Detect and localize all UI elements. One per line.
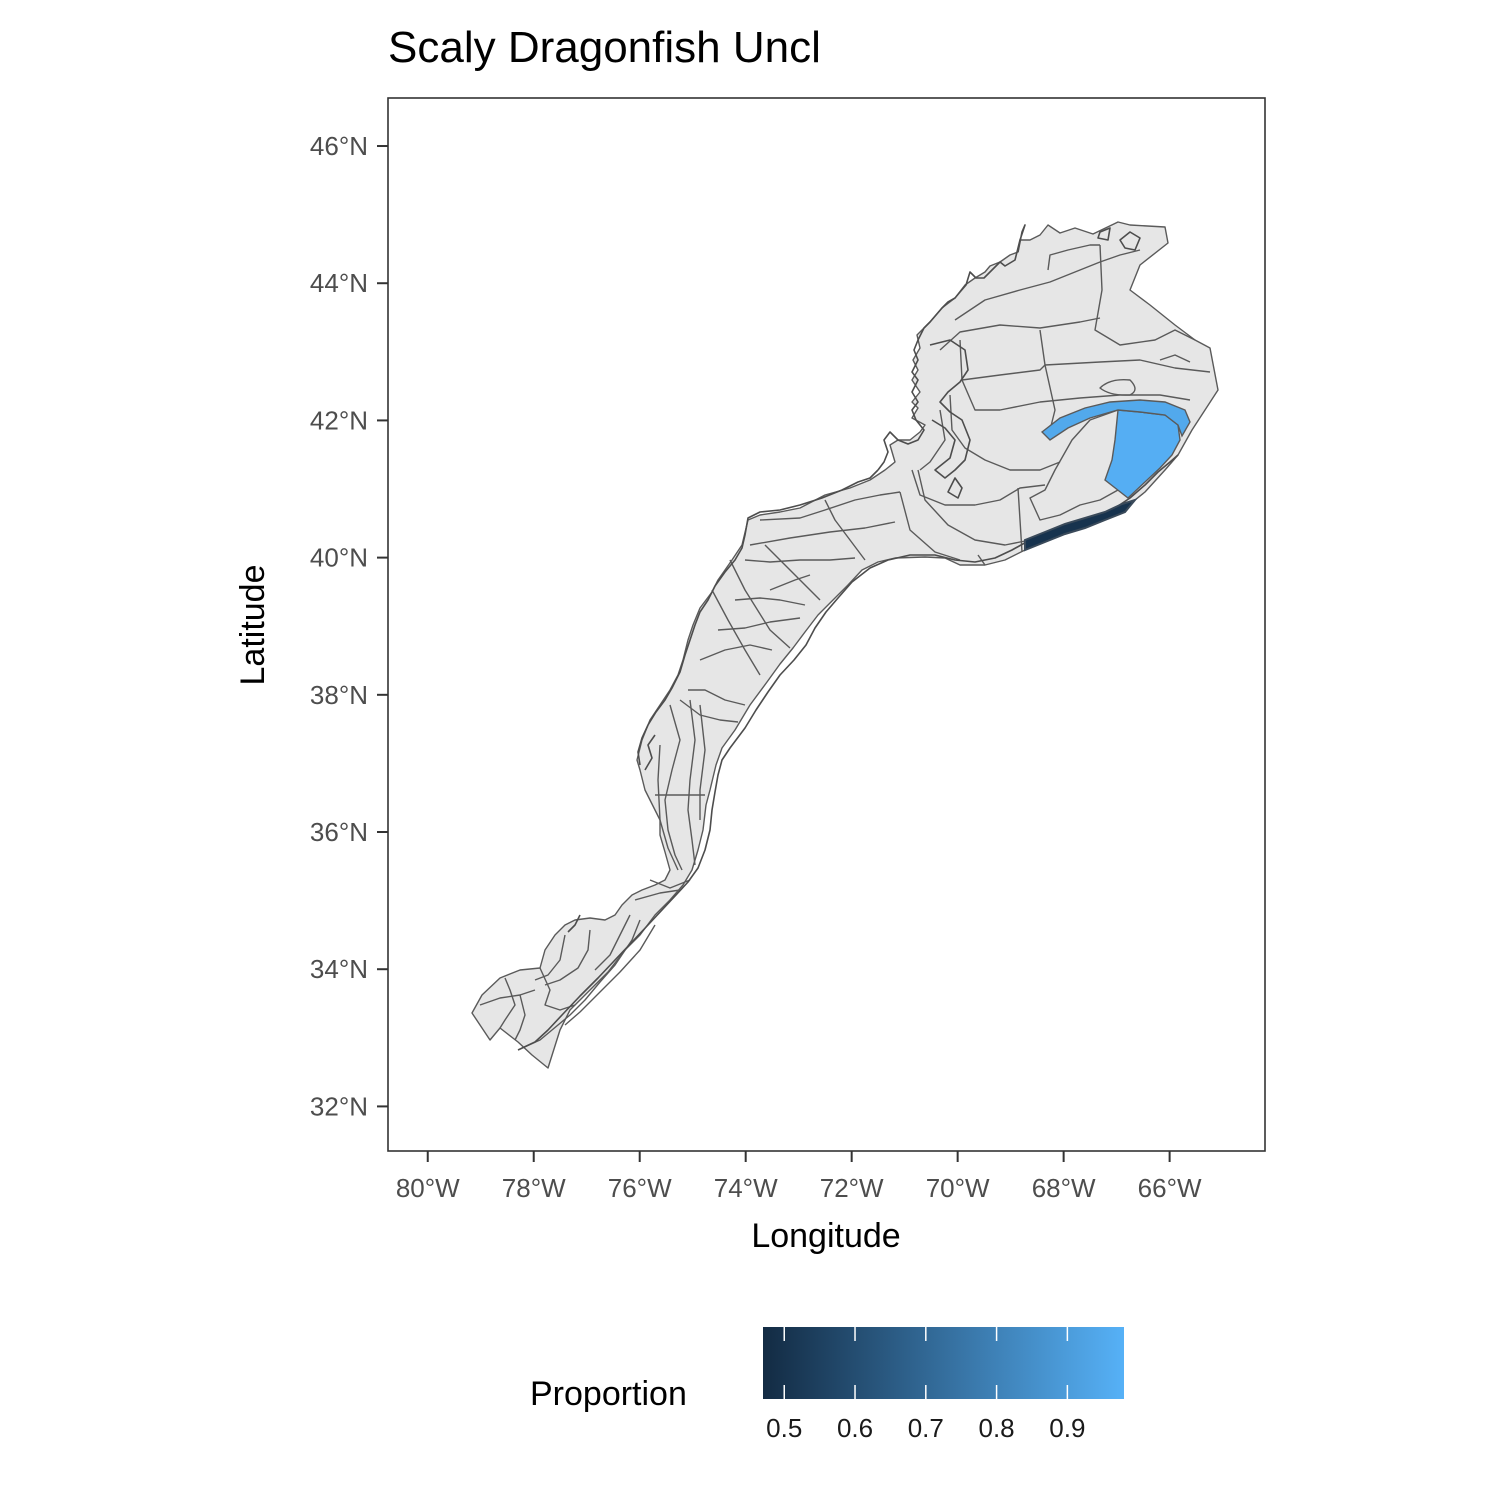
map-panel xyxy=(387,97,1266,1152)
y-tick-label: 40°N xyxy=(310,543,368,573)
legend-title: Proportion xyxy=(530,1375,687,1413)
legend-colorbar xyxy=(763,1327,1124,1399)
highlighted-strata xyxy=(1024,399,1191,552)
legend-tick-label: 0.9 xyxy=(1049,1413,1085,1443)
legend-tick-label: 0.8 xyxy=(979,1413,1015,1443)
y-tick-label: 42°N xyxy=(310,405,368,435)
x-tick-label: 80°W xyxy=(396,1173,460,1203)
x-tick-label: 72°W xyxy=(820,1173,884,1203)
stratum-boundaries xyxy=(479,244,1211,1049)
x-axis: 80°W 78°W 76°W 74°W 72°W 70°W 68°W 66°W Longitu… xyxy=(396,1151,1202,1255)
panel-border xyxy=(387,97,1266,1152)
legend-tick-label: 0.5 xyxy=(766,1413,802,1443)
y-axis: 32°N 34°N 36°N 38°N 40°N 42°N 44°N 46°N Latitud… xyxy=(234,131,388,1121)
x-tick-label: 78°W xyxy=(502,1173,566,1203)
y-tick-label: 38°N xyxy=(310,680,368,710)
region-southern-new-england-shelf-edge xyxy=(1024,498,1138,552)
survey-strata xyxy=(471,221,1219,1069)
y-axis-title: Latitude xyxy=(234,565,272,686)
x-axis-title: Longitude xyxy=(751,1217,900,1255)
x-tick-label: 74°W xyxy=(714,1173,778,1203)
coastline-detail xyxy=(877,224,1026,471)
y-tick-label: 34°N xyxy=(310,954,368,984)
y-tick-label: 46°N xyxy=(310,131,368,161)
legend-tick-label: 0.6 xyxy=(837,1413,873,1443)
legend-tick-label: 0.7 xyxy=(908,1413,944,1443)
y-tick-label: 32°N xyxy=(310,1091,368,1121)
x-tick-label: 70°W xyxy=(926,1173,990,1203)
x-tick-label: 66°W xyxy=(1138,1173,1202,1203)
y-tick-label: 44°N xyxy=(310,268,368,298)
y-tick-label: 36°N xyxy=(310,817,368,847)
legend: Proportion 0.5 0.6 0.7 0.8 0.9 xyxy=(530,1327,1124,1443)
x-tick-label: 76°W xyxy=(608,1173,672,1203)
x-tick-label: 68°W xyxy=(1032,1173,1096,1203)
region-georges-bank-north-flank xyxy=(1040,399,1191,441)
plot-title: Scaly Dragonfish Uncl xyxy=(388,23,821,72)
